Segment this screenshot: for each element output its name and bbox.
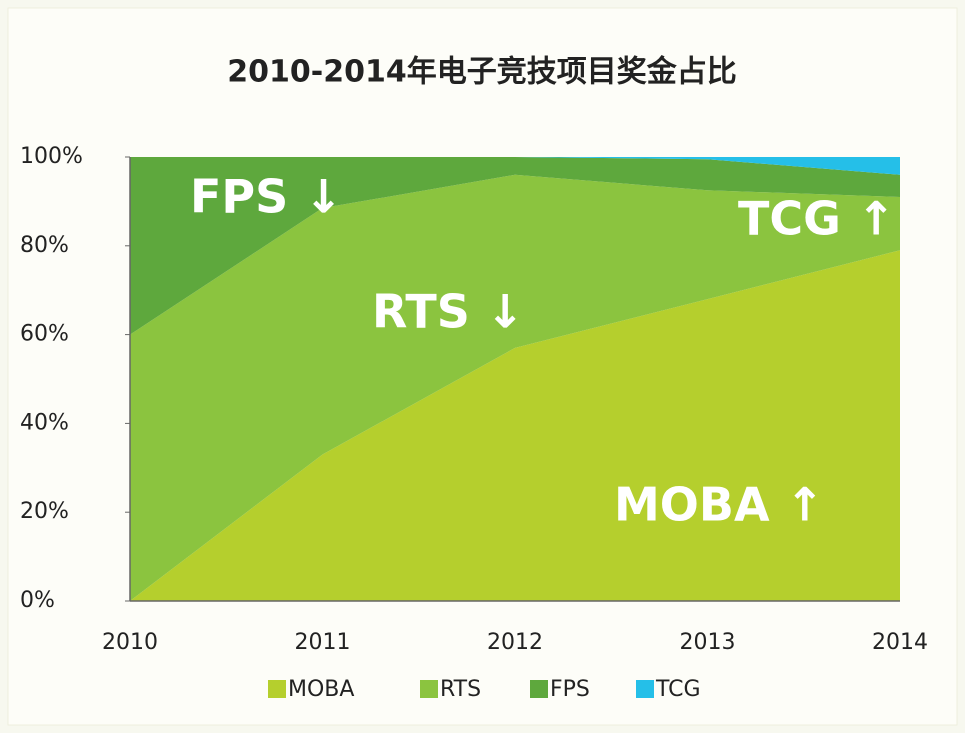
chart-title: 2010-2014年电子竞技项目奖金占比 [227,55,736,90]
area [130,250,900,602]
legend-swatch [636,680,654,698]
legend-swatch [420,680,438,698]
legend-label: RTS [440,677,481,702]
legend-label: FPS [550,677,590,702]
annotation: RTS ↓ [372,285,524,339]
x-tick-label: 2014 [872,630,928,655]
y-tick-label: 100% [20,144,83,169]
y-tick-label: 40% [20,410,69,435]
x-tick-label: 2013 [680,630,736,655]
area [130,174,900,601]
x-tick-label: 2010 [102,630,158,655]
legend-swatch [268,680,286,698]
annotation: FPS ↓ [190,170,343,224]
legend-swatch [530,680,548,698]
y-tick-label: 80% [20,233,69,258]
y-tick-label: 20% [20,499,69,524]
x-tick-label: 2012 [487,630,543,655]
y-tick-label: 60% [20,322,69,347]
x-tick-label: 2011 [295,630,351,655]
annotation: MOBA ↑ [614,478,824,532]
annotation: TCG ↑ [738,192,895,246]
legend-label: MOBA [288,677,354,702]
area [130,157,900,335]
legend-label: TCG [655,677,701,702]
area [130,157,900,175]
y-tick-label: 0% [20,588,55,613]
